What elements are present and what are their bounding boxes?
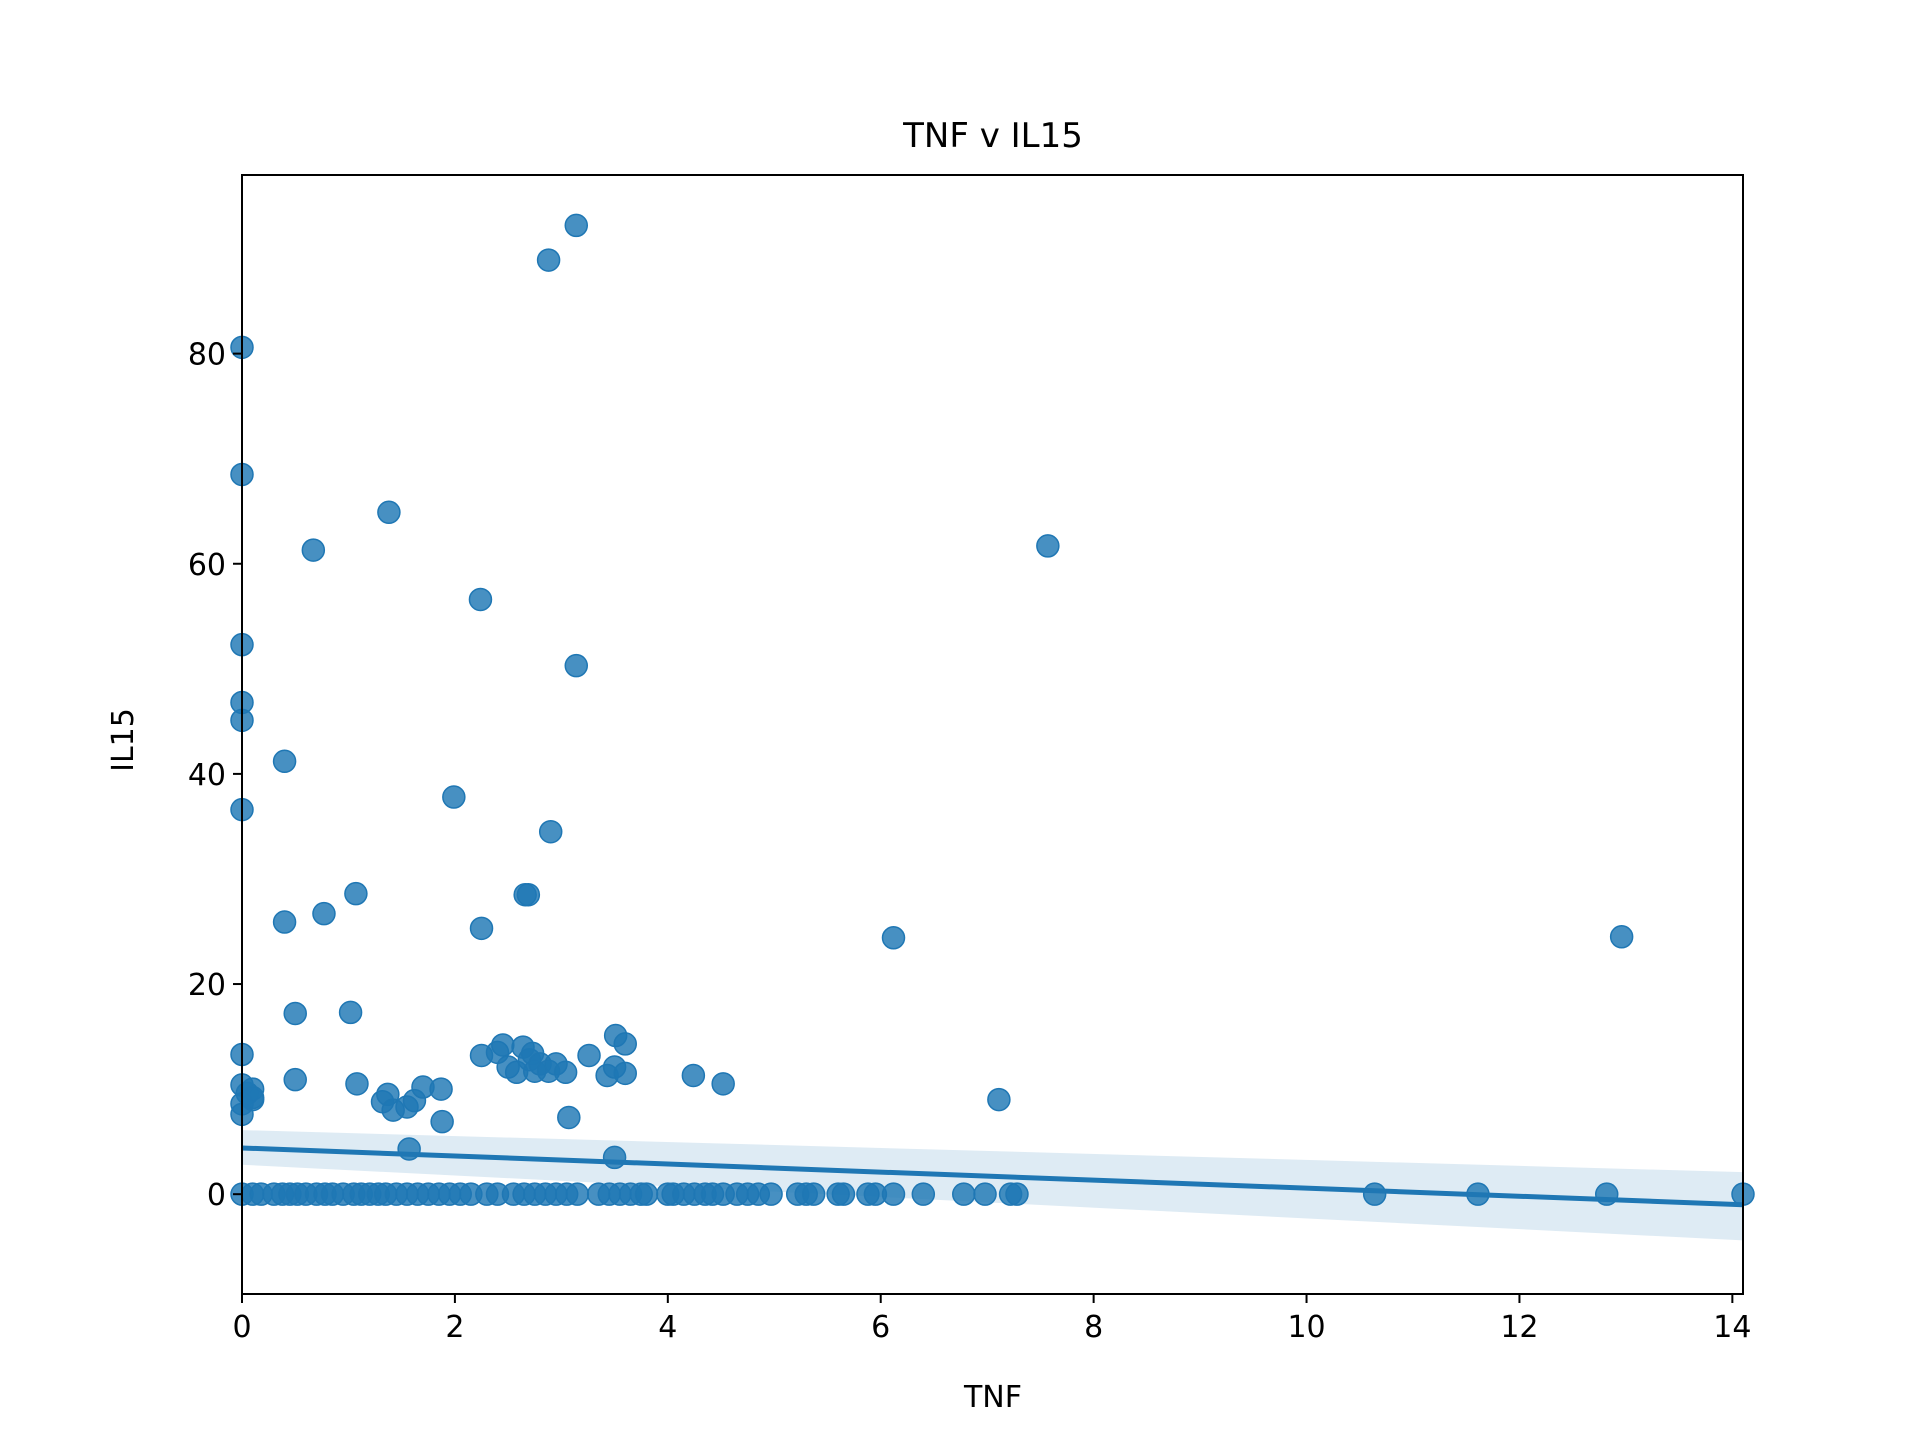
data-point: [602, 1145, 627, 1170]
x-tick-label: 0: [232, 1310, 251, 1345]
data-point: [681, 1063, 706, 1088]
x-tick-label: 2: [445, 1310, 464, 1345]
y-tick-label: 80: [188, 338, 226, 373]
data-point: [973, 1182, 997, 1206]
data-point: [565, 1182, 590, 1206]
data-point: [429, 1077, 453, 1101]
data-point: [301, 538, 326, 562]
y-tick-label: 20: [188, 968, 226, 1003]
data-point: [553, 1060, 578, 1085]
x-tick-label: 14: [1713, 1310, 1751, 1345]
y-tick-label: 60: [188, 548, 226, 583]
y-axis-label: IL15: [106, 708, 141, 772]
data-point: [711, 1072, 735, 1096]
data-point: [283, 1001, 307, 1026]
data-point: [564, 653, 589, 678]
data-point: [801, 1182, 826, 1206]
data-point: [987, 1087, 1011, 1112]
chart-title: TNF v IL15: [902, 116, 1083, 156]
x-tick-label: 10: [1287, 1310, 1325, 1345]
data-point: [338, 1000, 363, 1025]
data-point: [491, 1033, 515, 1057]
data-point: [312, 901, 336, 926]
data-point: [759, 1182, 783, 1206]
data-point: [1362, 1182, 1387, 1206]
regression-line: [241, 1145, 1744, 1208]
data-point: [831, 1182, 856, 1206]
data-point: [1036, 534, 1060, 558]
x-tick-label: 8: [1084, 1310, 1103, 1345]
data-point: [516, 882, 541, 907]
data-point: [577, 1043, 601, 1068]
data-point: [272, 910, 297, 934]
regression-line-group: [241, 1145, 1744, 1208]
data-point: [272, 749, 297, 774]
plot-frame: [241, 174, 1744, 1295]
data-point: [240, 1085, 265, 1110]
x-tick-label: 4: [658, 1310, 677, 1345]
y-tick-label: 0: [207, 1178, 226, 1213]
data-point: [377, 500, 401, 525]
data-point: [469, 916, 494, 941]
y-tick-label: 40: [188, 758, 226, 793]
data-point: [442, 785, 466, 809]
y-axis: 0 20 40 60 80: [188, 338, 242, 1213]
data-point: [538, 819, 563, 844]
x-tick-label: 12: [1500, 1310, 1538, 1345]
data-point: [881, 1182, 906, 1206]
data-point: [557, 1105, 581, 1130]
data-points: [230, 213, 1755, 1206]
data-point: [536, 248, 561, 272]
data-point: [1609, 925, 1634, 949]
x-tick-label: 6: [871, 1310, 890, 1345]
data-point: [345, 1072, 369, 1096]
data-point: [564, 213, 589, 238]
data-point: [468, 587, 493, 612]
x-axis-label: TNF: [963, 1380, 1022, 1415]
x-axis: 0 2 4 6 8 10 12 14: [232, 1294, 1751, 1345]
data-point: [344, 881, 368, 906]
data-point: [430, 1109, 454, 1134]
data-point: [952, 1182, 976, 1206]
data-point: [634, 1182, 659, 1206]
data-point: [881, 926, 906, 950]
data-point: [911, 1182, 936, 1206]
data-point: [613, 1061, 637, 1086]
data-point: [283, 1067, 307, 1092]
data-point: [613, 1032, 637, 1056]
data-point: [1005, 1182, 1029, 1206]
